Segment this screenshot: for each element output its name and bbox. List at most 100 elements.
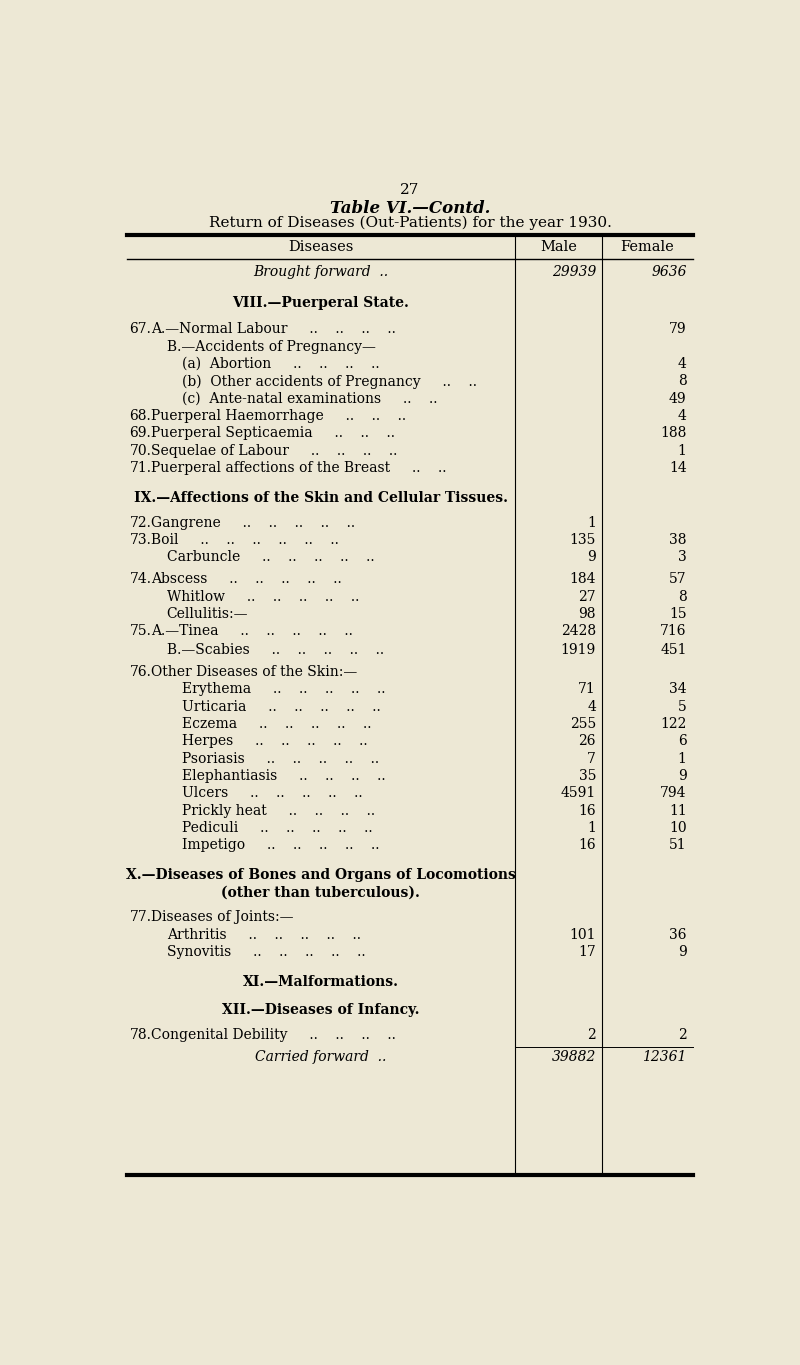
Text: 51: 51 bbox=[669, 838, 686, 852]
Text: 9636: 9636 bbox=[651, 265, 686, 278]
Text: 9: 9 bbox=[587, 550, 596, 564]
Text: 71.: 71. bbox=[130, 461, 151, 475]
Text: Puerperal Haemorrhage     ..    ..    ..: Puerperal Haemorrhage .. .. .. bbox=[151, 410, 406, 423]
Text: 70.: 70. bbox=[130, 444, 151, 457]
Text: X.—Diseases of Bones and Organs of Locomotions: X.—Diseases of Bones and Organs of Locom… bbox=[126, 868, 516, 882]
Text: 122: 122 bbox=[660, 717, 686, 732]
Text: 75.: 75. bbox=[130, 624, 151, 639]
Text: 1: 1 bbox=[587, 820, 596, 835]
Text: 9: 9 bbox=[678, 768, 686, 784]
Text: 57: 57 bbox=[669, 572, 686, 587]
Text: 17: 17 bbox=[578, 945, 596, 960]
Text: 78.: 78. bbox=[130, 1028, 151, 1041]
Text: Female: Female bbox=[621, 240, 674, 254]
Text: B.—Accidents of Pregnancy—: B.—Accidents of Pregnancy— bbox=[166, 340, 375, 354]
Text: Puerperal Septicaemia     ..    ..    ..: Puerperal Septicaemia .. .. .. bbox=[151, 426, 395, 441]
Text: 6: 6 bbox=[678, 734, 686, 748]
Text: 34: 34 bbox=[669, 682, 686, 696]
Text: Boil     ..    ..    ..    ..    ..    ..: Boil .. .. .. .. .. .. bbox=[151, 532, 339, 547]
Text: 2428: 2428 bbox=[561, 624, 596, 639]
Text: 10: 10 bbox=[669, 820, 686, 835]
Text: 98: 98 bbox=[578, 607, 596, 621]
Text: XI.—Malformations.: XI.—Malformations. bbox=[243, 975, 399, 988]
Text: 184: 184 bbox=[570, 572, 596, 587]
Text: 76.: 76. bbox=[130, 665, 151, 678]
Text: Elephantiasis     ..    ..    ..    ..: Elephantiasis .. .. .. .. bbox=[182, 768, 386, 784]
Text: Prickly heat     ..    ..    ..    ..: Prickly heat .. .. .. .. bbox=[182, 804, 375, 818]
Text: XII.—Diseases of Infancy.: XII.—Diseases of Infancy. bbox=[222, 1003, 420, 1017]
Text: Other Diseases of the Skin:—: Other Diseases of the Skin:— bbox=[151, 665, 358, 678]
Text: Erythema     ..    ..    ..    ..    ..: Erythema .. .. .. .. .. bbox=[182, 682, 386, 696]
Text: 2: 2 bbox=[587, 1028, 596, 1041]
Text: A.—Tinea     ..    ..    ..    ..    ..: A.—Tinea .. .. .. .. .. bbox=[151, 624, 353, 639]
Text: Eczema     ..    ..    ..    ..    ..: Eczema .. .. .. .. .. bbox=[182, 717, 372, 732]
Text: 77.: 77. bbox=[130, 910, 151, 924]
Text: (a)  Abortion     ..    ..    ..    ..: (a) Abortion .. .. .. .. bbox=[182, 358, 380, 371]
Text: Sequelae of Labour     ..    ..    ..    ..: Sequelae of Labour .. .. .. .. bbox=[151, 444, 398, 457]
Text: 73.: 73. bbox=[130, 532, 151, 547]
Text: (b)  Other accidents of Pregnancy     ..    ..: (b) Other accidents of Pregnancy .. .. bbox=[182, 374, 477, 389]
Text: 255: 255 bbox=[570, 717, 596, 732]
Text: IX.—Affections of the Skin and Cellular Tissues.: IX.—Affections of the Skin and Cellular … bbox=[134, 490, 508, 505]
Text: Whitlow     ..    ..    ..    ..    ..: Whitlow .. .. .. .. .. bbox=[166, 590, 359, 603]
Text: 12361: 12361 bbox=[642, 1050, 686, 1063]
Text: 1: 1 bbox=[678, 752, 686, 766]
Text: 27: 27 bbox=[400, 183, 420, 197]
Text: 4: 4 bbox=[587, 700, 596, 714]
Text: 188: 188 bbox=[660, 426, 686, 441]
Text: Table VI.—Contd.: Table VI.—Contd. bbox=[330, 201, 490, 217]
Text: 74.: 74. bbox=[130, 572, 151, 587]
Text: 29939: 29939 bbox=[552, 265, 596, 278]
Text: Urticaria     ..    ..    ..    ..    ..: Urticaria .. .. .. .. .. bbox=[182, 700, 381, 714]
Text: Impetigo     ..    ..    ..    ..    ..: Impetigo .. .. .. .. .. bbox=[182, 838, 380, 852]
Text: 4: 4 bbox=[678, 410, 686, 423]
Text: Cellulitis:—: Cellulitis:— bbox=[166, 607, 248, 621]
Text: Carried forward  ..: Carried forward .. bbox=[255, 1050, 386, 1063]
Text: 9: 9 bbox=[678, 945, 686, 960]
Text: Pediculi     ..    ..    ..    ..    ..: Pediculi .. .. .. .. .. bbox=[182, 820, 373, 835]
Text: Gangrene     ..    ..    ..    ..    ..: Gangrene .. .. .. .. .. bbox=[151, 516, 355, 530]
Text: Herpes     ..    ..    ..    ..    ..: Herpes .. .. .. .. .. bbox=[182, 734, 368, 748]
Text: 135: 135 bbox=[570, 532, 596, 547]
Text: (other than tuberculous).: (other than tuberculous). bbox=[222, 886, 420, 900]
Text: 71: 71 bbox=[578, 682, 596, 696]
Text: 79: 79 bbox=[669, 322, 686, 336]
Text: 5: 5 bbox=[678, 700, 686, 714]
Text: 49: 49 bbox=[669, 392, 686, 405]
Text: 27: 27 bbox=[578, 590, 596, 603]
Text: Male: Male bbox=[540, 240, 577, 254]
Text: 716: 716 bbox=[660, 624, 686, 639]
Text: 69.: 69. bbox=[130, 426, 151, 441]
Text: 35: 35 bbox=[578, 768, 596, 784]
Text: Congenital Debility     ..    ..    ..    ..: Congenital Debility .. .. .. .. bbox=[151, 1028, 396, 1041]
Text: Psoriasis     ..    ..    ..    ..    ..: Psoriasis .. .. .. .. .. bbox=[182, 752, 379, 766]
Text: B.—Scabies     ..    ..    ..    ..    ..: B.—Scabies .. .. .. .. .. bbox=[166, 643, 384, 657]
Text: Return of Diseases (Out-Patients) for the year 1930.: Return of Diseases (Out-Patients) for th… bbox=[209, 216, 611, 229]
Text: A.—Normal Labour     ..    ..    ..    ..: A.—Normal Labour .. .. .. .. bbox=[151, 322, 396, 336]
Text: Puerperal affections of the Breast     ..    ..: Puerperal affections of the Breast .. .. bbox=[151, 461, 446, 475]
Text: 101: 101 bbox=[570, 928, 596, 942]
Text: 39882: 39882 bbox=[552, 1050, 596, 1063]
Text: 16: 16 bbox=[578, 804, 596, 818]
Text: (c)  Ante-natal examinations     ..    ..: (c) Ante-natal examinations .. .. bbox=[182, 392, 438, 405]
Text: 1919: 1919 bbox=[561, 643, 596, 657]
Text: 794: 794 bbox=[660, 786, 686, 800]
Text: 1: 1 bbox=[587, 516, 596, 530]
Text: Diseases: Diseases bbox=[288, 240, 354, 254]
Text: 36: 36 bbox=[669, 928, 686, 942]
Text: Carbuncle     ..    ..    ..    ..    ..: Carbuncle .. .. .. .. .. bbox=[166, 550, 374, 564]
Text: Arthritis     ..    ..    ..    ..    ..: Arthritis .. .. .. .. .. bbox=[166, 928, 361, 942]
Text: 4: 4 bbox=[678, 358, 686, 371]
Text: 7: 7 bbox=[587, 752, 596, 766]
Text: 72.: 72. bbox=[130, 516, 151, 530]
Text: 16: 16 bbox=[578, 838, 596, 852]
Text: Diseases of Joints:—: Diseases of Joints:— bbox=[151, 910, 294, 924]
Text: Ulcers     ..    ..    ..    ..    ..: Ulcers .. .. .. .. .. bbox=[182, 786, 362, 800]
Text: 8: 8 bbox=[678, 374, 686, 389]
Text: 26: 26 bbox=[578, 734, 596, 748]
Text: 1: 1 bbox=[678, 444, 686, 457]
Text: 11: 11 bbox=[669, 804, 686, 818]
Text: 3: 3 bbox=[678, 550, 686, 564]
Text: 67.: 67. bbox=[130, 322, 151, 336]
Text: VIII.—Puerperal State.: VIII.—Puerperal State. bbox=[233, 296, 410, 310]
